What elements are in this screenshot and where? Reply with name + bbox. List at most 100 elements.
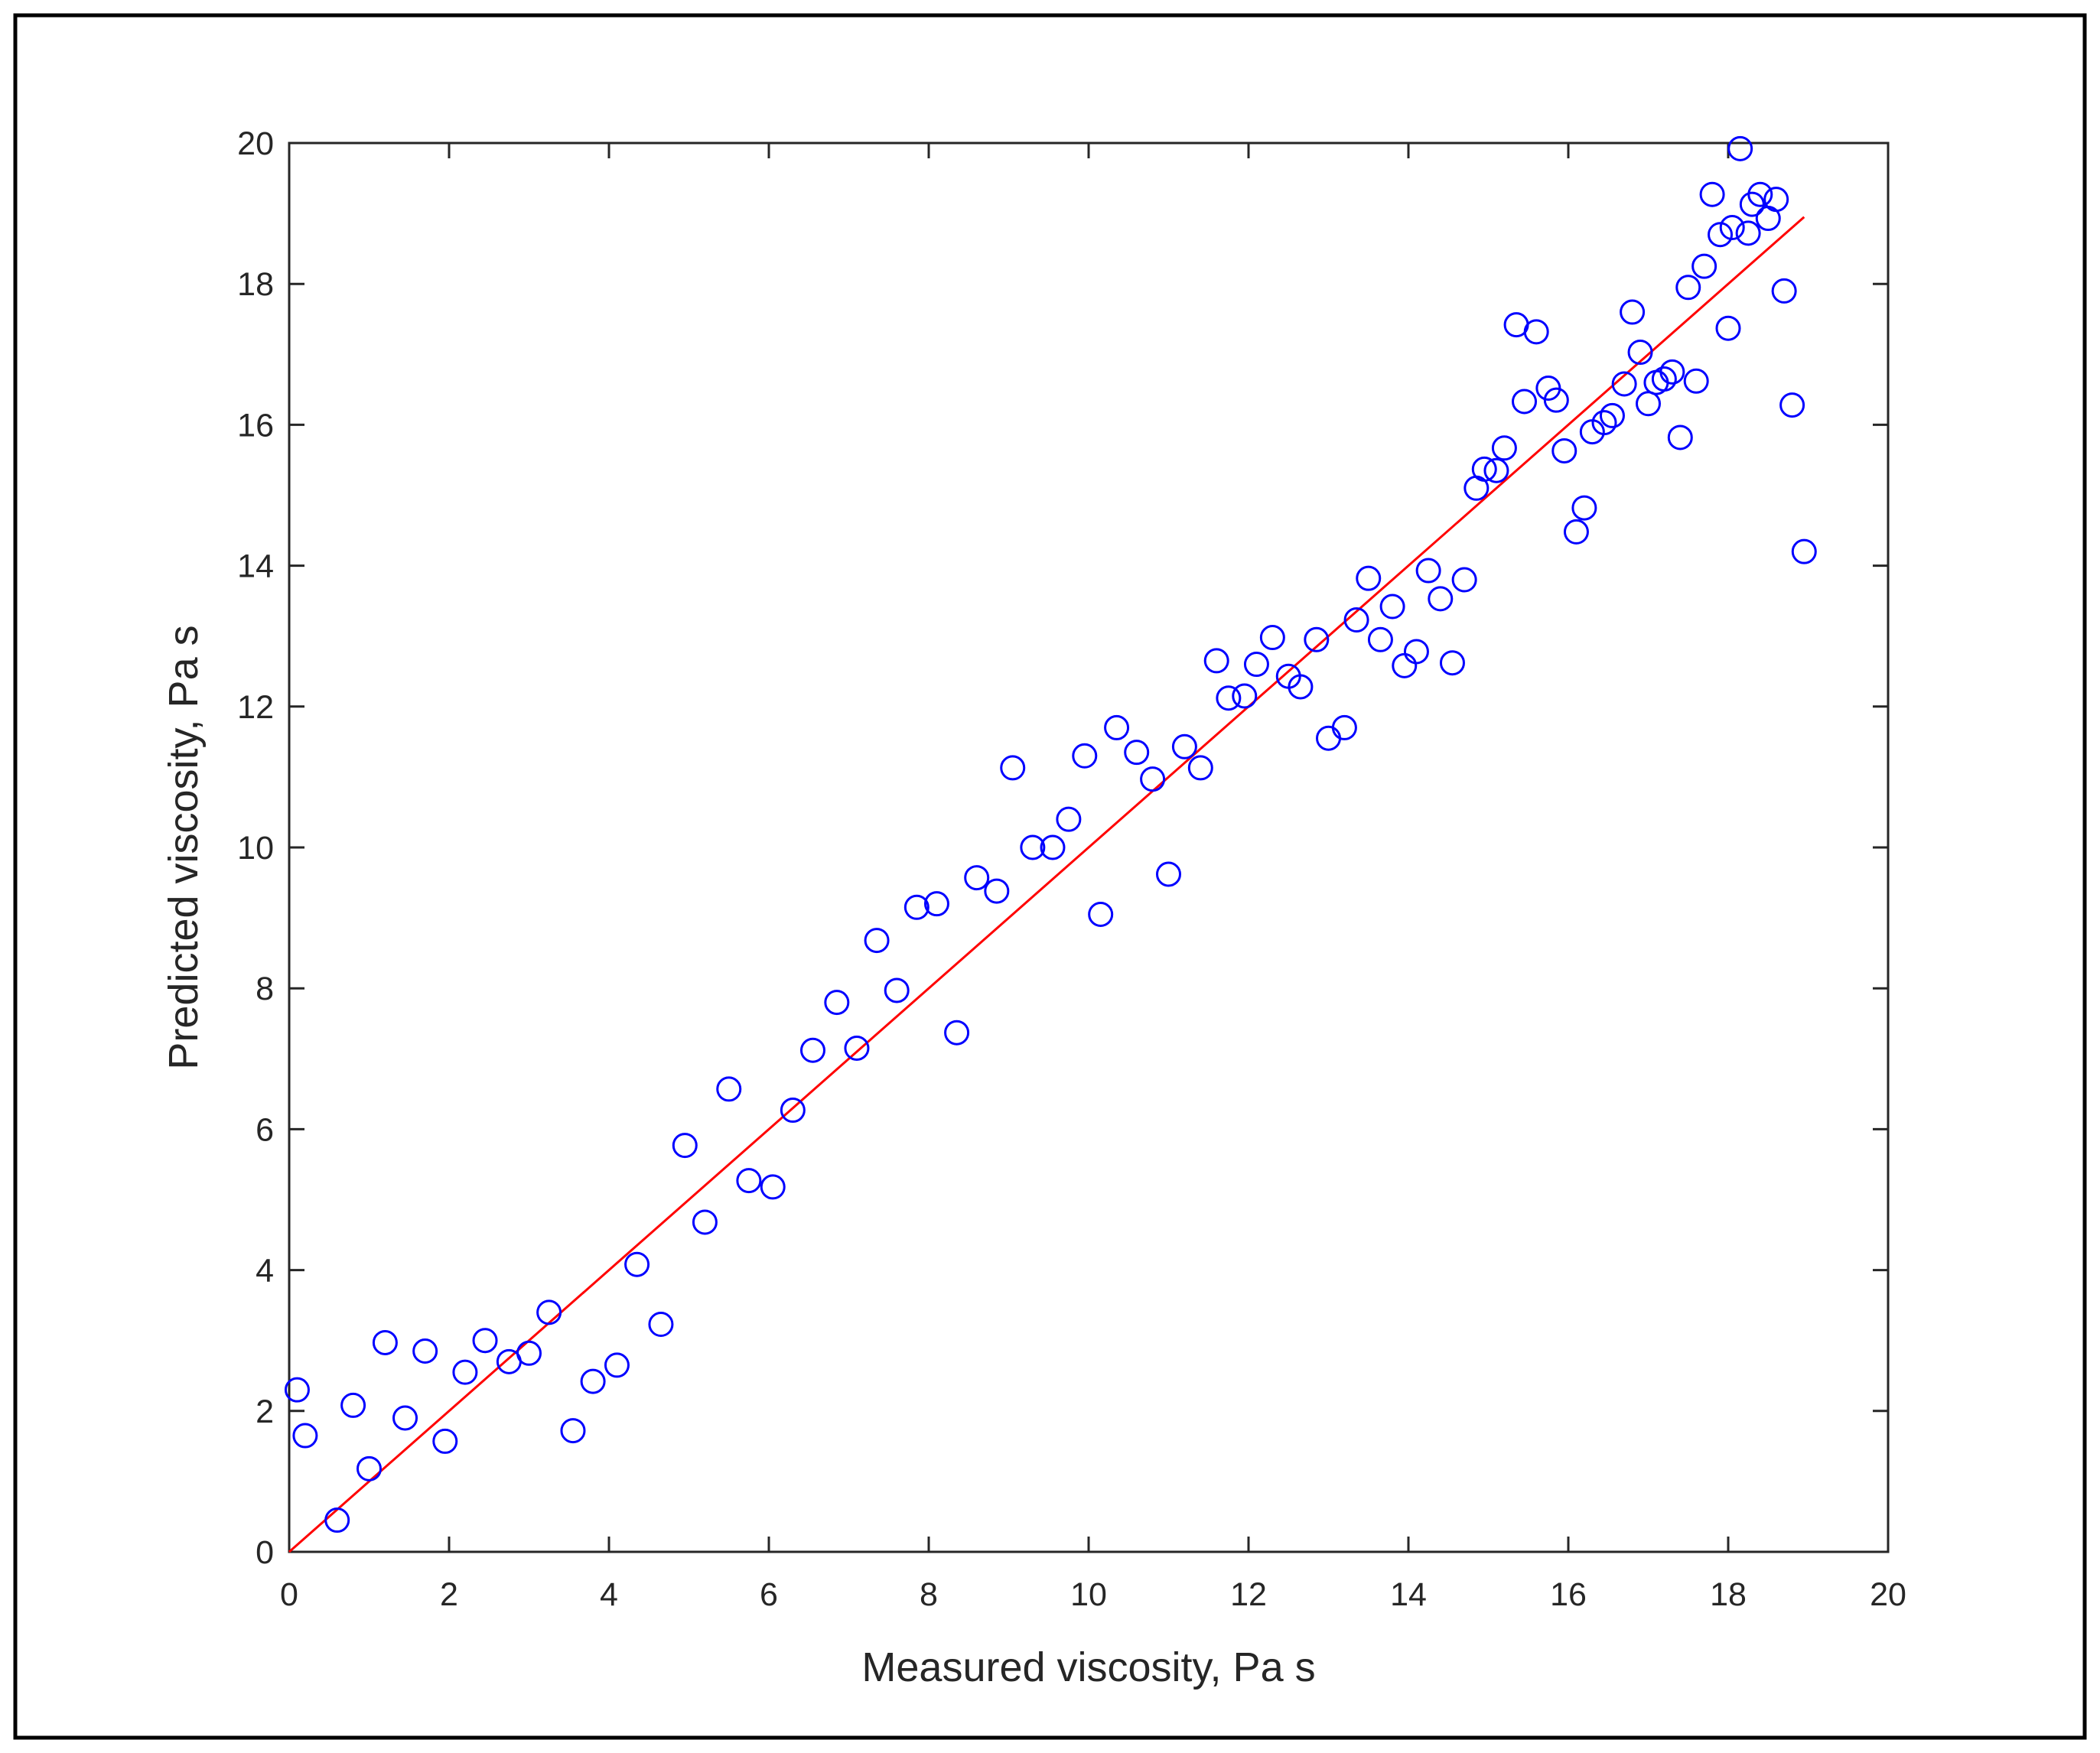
data-point [1651,366,1677,392]
data-point [357,1455,382,1481]
data-point [536,1299,562,1325]
data-point [392,1405,418,1431]
y-tick-label: 6 [256,1111,274,1148]
data-point [864,928,890,954]
data-point [452,1359,478,1385]
x-tick-label: 10 [1070,1576,1107,1613]
y-tick-label: 10 [237,830,274,867]
data-point [340,1392,366,1418]
data-point [1571,495,1597,521]
data-point [1771,278,1797,304]
data-point [1563,519,1589,545]
data-point [923,891,949,917]
data-point [1428,586,1454,612]
y-tick-label: 18 [237,266,274,303]
data-point [1659,359,1685,385]
data-point [1719,215,1745,241]
data-point [716,1076,742,1102]
data-point [884,977,910,1003]
data-point [1356,565,1382,591]
y-tick-label: 0 [256,1534,274,1571]
data-point [799,1037,825,1063]
data-point [560,1418,586,1444]
y-tick-label: 14 [237,548,274,585]
data-point [1512,389,1538,415]
x-axis-ticks: 0 2 4 6 8 10 12 14 16 18 20 [280,143,1906,1613]
data-point [1699,181,1725,207]
data-point [1451,567,1477,593]
data-point [1171,733,1197,759]
data-point [1551,437,1577,463]
data-point [1735,220,1761,246]
y-tick-label: 8 [256,971,274,1007]
data-point [1599,402,1625,428]
data-point [580,1368,606,1394]
data-point [1715,315,1741,341]
data-point [432,1428,458,1454]
data-point [1088,901,1114,927]
data-point [1331,714,1357,740]
data-point [1675,275,1701,301]
data-point [1124,740,1150,766]
data-point [1187,755,1213,781]
data-point [516,1340,542,1366]
y-tick-label: 12 [237,689,274,726]
data-point [1763,187,1789,213]
figure-frame [13,13,2087,1740]
data-point [944,1020,970,1046]
y-axis-label: Predicted viscosity, Pa s [161,625,207,1069]
x-tick-label: 14 [1390,1576,1427,1613]
scatter-points-layer [284,135,1817,1533]
data-point [1343,607,1369,633]
y-tick-label: 20 [237,125,274,162]
data-point [984,878,1010,904]
data-point [1000,755,1026,781]
data-point [1288,674,1314,700]
x-tick-label: 18 [1710,1576,1747,1613]
data-point [1683,368,1709,394]
data-point [1259,625,1285,651]
data-point [903,894,930,920]
data-point [1708,222,1734,248]
data-point [1543,387,1569,413]
data-point [736,1168,762,1194]
data-point [412,1338,438,1364]
data-point [780,1098,806,1124]
data-point [1056,806,1082,832]
y-tick-label: 16 [237,407,274,444]
data-point [1667,424,1693,450]
data-point [1379,594,1405,620]
data-point [1304,626,1330,652]
data-point [1216,685,1242,711]
x-tick-label: 16 [1550,1576,1587,1613]
data-point [1779,392,1805,418]
data-point [1523,319,1549,345]
data-point [472,1328,498,1354]
data-point [1203,648,1229,674]
data-point [964,865,990,891]
data-point [604,1352,630,1378]
data-point [1747,181,1773,207]
plot-area: 0 2 4 6 8 10 12 14 16 18 20 0 2 4 6 8 10 12 14 16 18 20 [237,125,1906,1613]
x-tick-label: 0 [280,1576,298,1613]
data-point [624,1251,650,1277]
data-point [1491,435,1517,461]
data-point [1691,253,1717,279]
data-point [1020,834,1046,860]
data-point [1791,538,1817,564]
fit-line [288,216,1805,1553]
data-point [1243,652,1269,678]
x-tick-label: 8 [920,1576,938,1613]
data-point [1483,457,1509,483]
data-point [1156,861,1181,887]
data-point [1403,639,1429,665]
data-point [1232,683,1258,709]
data-point [1072,743,1098,769]
data-point [1140,766,1166,792]
data-point [1620,299,1646,325]
data-point [692,1209,718,1235]
x-tick-label: 2 [440,1576,458,1613]
data-point [292,1423,318,1449]
y-axis-ticks: 0 2 4 6 8 10 12 14 16 18 20 [237,125,1888,1571]
